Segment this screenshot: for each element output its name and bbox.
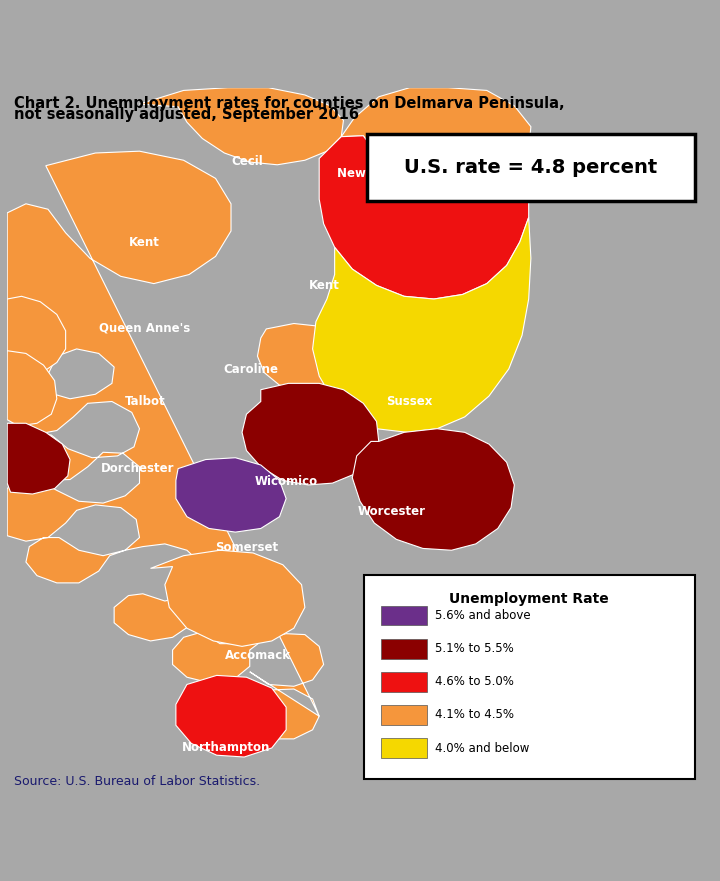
Text: Kent: Kent: [310, 278, 340, 292]
Polygon shape: [140, 88, 343, 165]
FancyBboxPatch shape: [381, 705, 427, 725]
Text: U.S. rate = 4.8 percent: U.S. rate = 4.8 percent: [405, 158, 658, 176]
Text: Unemployment Rate: Unemployment Rate: [449, 592, 609, 606]
Text: 5.6% and above: 5.6% and above: [436, 609, 531, 622]
Polygon shape: [242, 383, 379, 485]
Polygon shape: [352, 429, 514, 551]
FancyBboxPatch shape: [364, 574, 696, 779]
Polygon shape: [7, 296, 66, 378]
Text: Queen Anne's: Queen Anne's: [99, 321, 190, 334]
Polygon shape: [7, 152, 323, 739]
FancyBboxPatch shape: [381, 639, 427, 658]
Text: Somerset: Somerset: [215, 541, 279, 554]
Text: Kent: Kent: [130, 236, 161, 249]
Text: 4.0% and below: 4.0% and below: [436, 742, 530, 755]
Polygon shape: [7, 351, 57, 426]
Polygon shape: [312, 218, 531, 433]
Text: Cecil: Cecil: [231, 155, 263, 168]
Text: 5.1% to 5.5%: 5.1% to 5.5%: [436, 642, 514, 655]
Text: Sussex: Sussex: [386, 396, 433, 408]
FancyBboxPatch shape: [381, 672, 427, 692]
Text: New Castle: New Castle: [337, 167, 411, 181]
Text: Worcester: Worcester: [358, 505, 426, 517]
Text: Talbot: Talbot: [125, 396, 165, 408]
Text: Northampton: Northampton: [181, 741, 270, 754]
Polygon shape: [176, 676, 286, 757]
Polygon shape: [7, 423, 70, 494]
Text: 4.1% to 4.5%: 4.1% to 4.5%: [436, 708, 515, 722]
FancyBboxPatch shape: [381, 738, 427, 758]
Text: Wicomico: Wicomico: [254, 475, 318, 488]
Polygon shape: [258, 323, 343, 389]
Text: Chart 2. Unemployment rates for counties on Delmarva Peninsula,: Chart 2. Unemployment rates for counties…: [14, 96, 565, 111]
Polygon shape: [150, 551, 305, 647]
Text: Dorchester: Dorchester: [101, 463, 174, 475]
Polygon shape: [176, 458, 286, 532]
Polygon shape: [341, 88, 531, 190]
FancyBboxPatch shape: [381, 605, 427, 626]
Text: Caroline: Caroline: [223, 364, 278, 376]
Text: Accomack: Accomack: [225, 649, 291, 663]
Text: Source: U.S. Bureau of Labor Statistics.: Source: U.S. Bureau of Labor Statistics.: [14, 774, 261, 788]
Text: 4.6% to 5.0%: 4.6% to 5.0%: [436, 676, 514, 688]
FancyBboxPatch shape: [367, 134, 696, 201]
Text: not seasonally adjusted, September 2016: not seasonally adjusted, September 2016: [14, 107, 359, 122]
Polygon shape: [319, 136, 528, 299]
